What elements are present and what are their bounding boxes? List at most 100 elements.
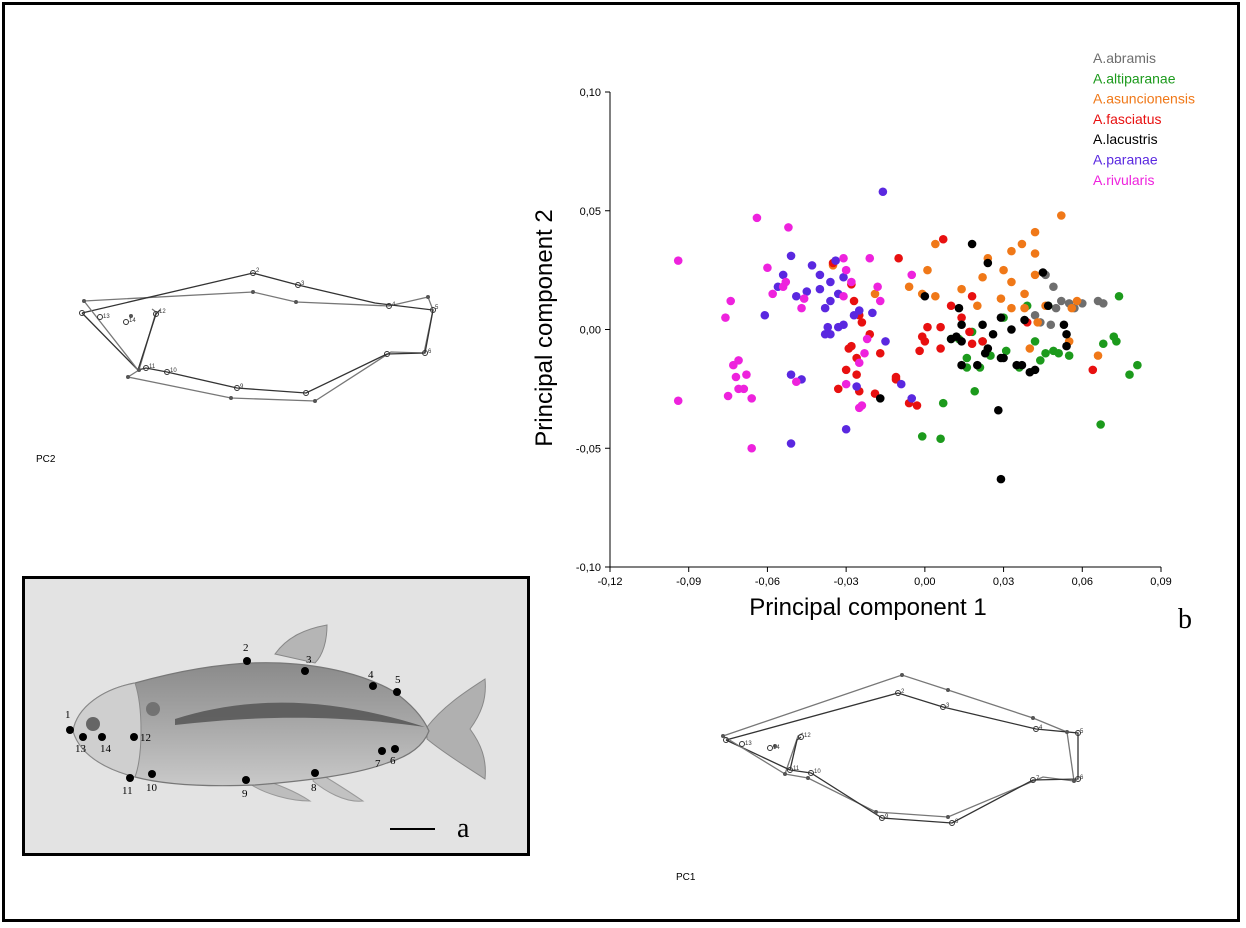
y-tick-label: -0,05 <box>576 443 601 455</box>
pc1-landmark <box>1075 730 1081 736</box>
scatter-point <box>1030 270 1040 280</box>
y-tick-label: 0,05 <box>580 206 601 218</box>
scatter-point <box>936 322 945 332</box>
legend-entry: A.asuncionensis <box>1093 91 1195 107</box>
scatter-point <box>1049 282 1058 292</box>
landmark-2 <box>243 657 251 665</box>
scatter-point <box>1038 268 1048 277</box>
x-tick-label: -0,06 <box>755 576 780 588</box>
scatter-point <box>962 353 972 363</box>
pc2-number: 9 <box>240 384 244 390</box>
scatter-point <box>923 265 932 275</box>
pc1-number: 5 <box>1080 729 1084 735</box>
scatter-point <box>1046 320 1056 330</box>
pc2-landmark-numbers: 2 3 4 5 6 11 10 9 13 14 12 <box>103 268 439 390</box>
scatter-point <box>815 284 825 294</box>
scatter-point <box>875 348 885 358</box>
scatter-point <box>996 474 1006 484</box>
scatter-point <box>852 382 861 391</box>
scatter-point <box>915 346 924 356</box>
scatter-point <box>931 239 940 249</box>
pc1-number: 6 <box>1080 775 1084 781</box>
pc2-number: 12 <box>159 309 166 315</box>
scatter-point <box>1007 325 1016 334</box>
scatter-point <box>873 282 882 292</box>
head-region <box>72 682 142 778</box>
scatter-point <box>799 294 809 303</box>
landmark-label-7: 7 <box>375 758 381 770</box>
scatter-point <box>1059 320 1069 330</box>
scatter-point <box>996 313 1006 322</box>
lateral-stripe <box>175 702 425 727</box>
y-tick-label: 0,10 <box>580 87 601 99</box>
landmark-label-12: 12 <box>140 732 151 744</box>
scatter-point <box>978 272 987 282</box>
scatter-point <box>781 277 791 287</box>
scatter-point <box>734 356 743 365</box>
pc1-number: 2 <box>901 689 905 695</box>
pc1-landmark <box>808 770 814 776</box>
scatter-point <box>786 251 796 261</box>
x-ticks: -0,12 -0,09 -0,06 -0,03 0,00 0,03 0,06 0,09 <box>597 567 1172 588</box>
scatter-point <box>868 308 877 318</box>
fish-eye <box>86 717 100 731</box>
x-tick-label: -0,12 <box>597 576 622 588</box>
scatter-point <box>763 263 772 273</box>
scatter-point <box>967 239 977 249</box>
scatter-point <box>965 327 974 337</box>
scatter-point <box>865 253 875 263</box>
pc2-landmark <box>386 303 392 309</box>
legend-entry: A.lacustris <box>1093 131 1158 147</box>
scatter-point <box>778 270 788 280</box>
pc2-landmark <box>384 351 390 357</box>
landmark-11 <box>126 774 134 782</box>
pc1-outline-dark <box>725 692 1079 824</box>
pc2-landmark <box>143 365 149 371</box>
pc1-landmark <box>767 745 773 751</box>
scatter-point <box>839 291 848 301</box>
pc1-number: 9 <box>885 814 889 820</box>
pc2-landmark <box>250 270 256 276</box>
pc1-landmark <box>1030 777 1036 783</box>
pc1-landmark <box>949 820 955 826</box>
legend-entry: A.fasciatus <box>1093 111 1161 127</box>
landmark-13 <box>79 733 87 741</box>
pc2-landmark <box>295 282 301 288</box>
scatter-point <box>839 320 848 330</box>
landmark-4 <box>369 682 377 690</box>
scatter-point <box>802 287 812 296</box>
scatter-point <box>723 391 733 401</box>
scatter-point <box>1017 239 1027 249</box>
pc2-number: 4 <box>392 302 396 308</box>
y-ticks: -0,10 -0,05 0,00 0,05 0,10 <box>576 87 610 574</box>
scatter-point <box>820 329 830 339</box>
scatter-point <box>1020 303 1029 313</box>
scatter-point <box>839 253 848 263</box>
scatter-point <box>1062 341 1071 351</box>
pc1-number: 7 <box>1036 776 1040 782</box>
scatter-point <box>731 372 741 382</box>
landmark-label-4: 4 <box>368 669 374 681</box>
pc2-number: 10 <box>170 368 177 374</box>
pc1-shape-diagram <box>721 673 1081 826</box>
scatter-point <box>978 320 987 330</box>
scatter-point <box>896 379 906 389</box>
scatter-point <box>786 370 796 379</box>
chart-axes <box>609 92 1161 568</box>
scatter-point <box>841 424 851 434</box>
scatter-point <box>797 303 806 313</box>
scatter-point <box>747 394 756 403</box>
scatter-point <box>791 291 801 301</box>
x-tick-label: 0,00 <box>914 576 935 588</box>
pc1-number: 12 <box>804 733 811 739</box>
scatter-point <box>1064 351 1074 360</box>
pc2-landmark <box>79 310 85 316</box>
x-axis-label: Principal component 1 <box>749 594 986 621</box>
scatter-point <box>1088 365 1098 375</box>
pc2-landmark <box>303 390 309 396</box>
scatter-point <box>860 348 869 358</box>
scatter-point <box>1043 301 1053 311</box>
scatter-point <box>912 401 922 410</box>
scatter-point <box>878 187 888 197</box>
